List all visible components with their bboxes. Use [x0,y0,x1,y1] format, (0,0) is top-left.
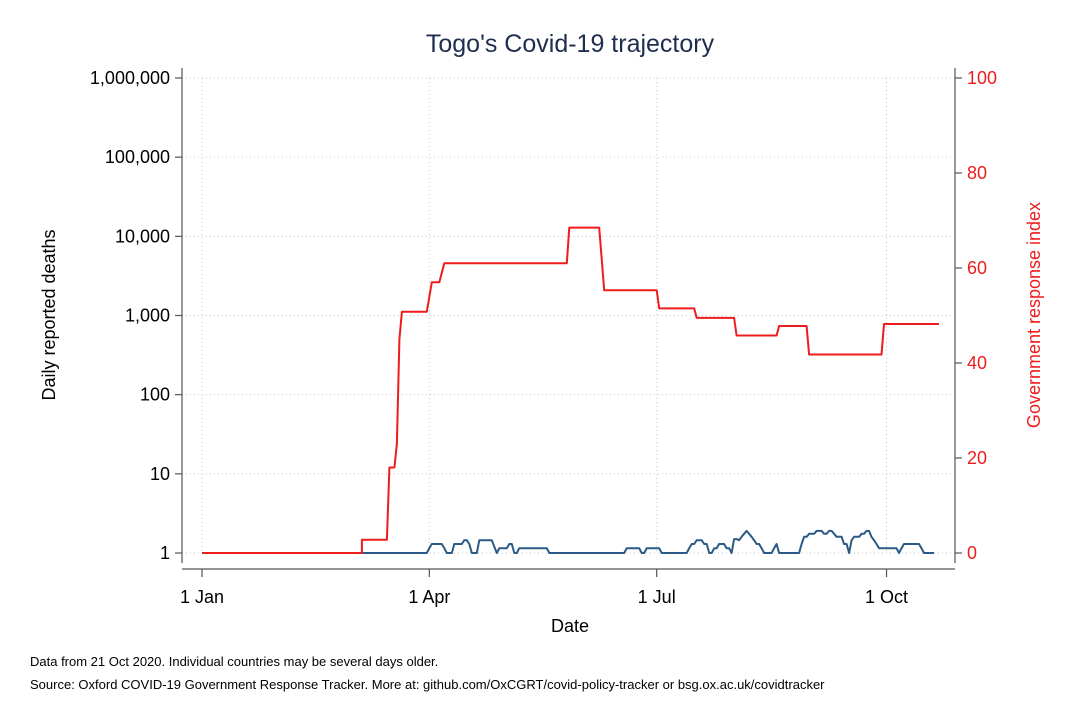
y-right-tick-label: 60 [967,258,987,278]
ticks: 1 10 100 1,000 10,000 100,000 1,000,000 0 20 40 60… [90,68,997,607]
y-axis-label-left: Daily reported deaths [39,229,59,400]
x-tick-label: 1 Apr [408,587,450,607]
y-left-tick-label: 10 [150,464,170,484]
data-note: Data from 21 Oct 2020. Individual countr… [30,654,438,669]
y-left-tick-label: 10,000 [115,226,170,246]
y-left-tick-label: 1 [160,543,170,563]
government-response-line [202,226,939,554]
y-left-tick-label: 1,000 [125,306,170,326]
y-right-tick-label: 0 [967,543,977,563]
x-tick-label: 1 Oct [865,587,908,607]
y-right-tick-label: 40 [967,353,987,373]
y-axis-label-right: Government response index [1024,202,1044,428]
axes [181,68,956,570]
y-right-tick-label: 100 [967,68,997,88]
deaths-line [202,529,934,554]
y-left-tick-label: 1,000,000 [90,68,170,88]
source-note: Source: Oxford COVID-19 Government Respo… [30,677,825,692]
chart-title: Togo's Covid-19 trajectory [426,30,715,58]
x-axis-label: Date [551,616,589,636]
y-right-tick-label: 80 [967,163,987,183]
x-tick-label: 1 Jan [180,587,224,607]
series-lines [202,226,939,554]
grid [182,77,955,554]
x-tick-label: 1 Jul [638,587,676,607]
y-left-tick-label: 100,000 [105,147,170,167]
y-left-tick-label: 100 [140,385,170,405]
y-right-tick-label: 20 [967,448,987,468]
